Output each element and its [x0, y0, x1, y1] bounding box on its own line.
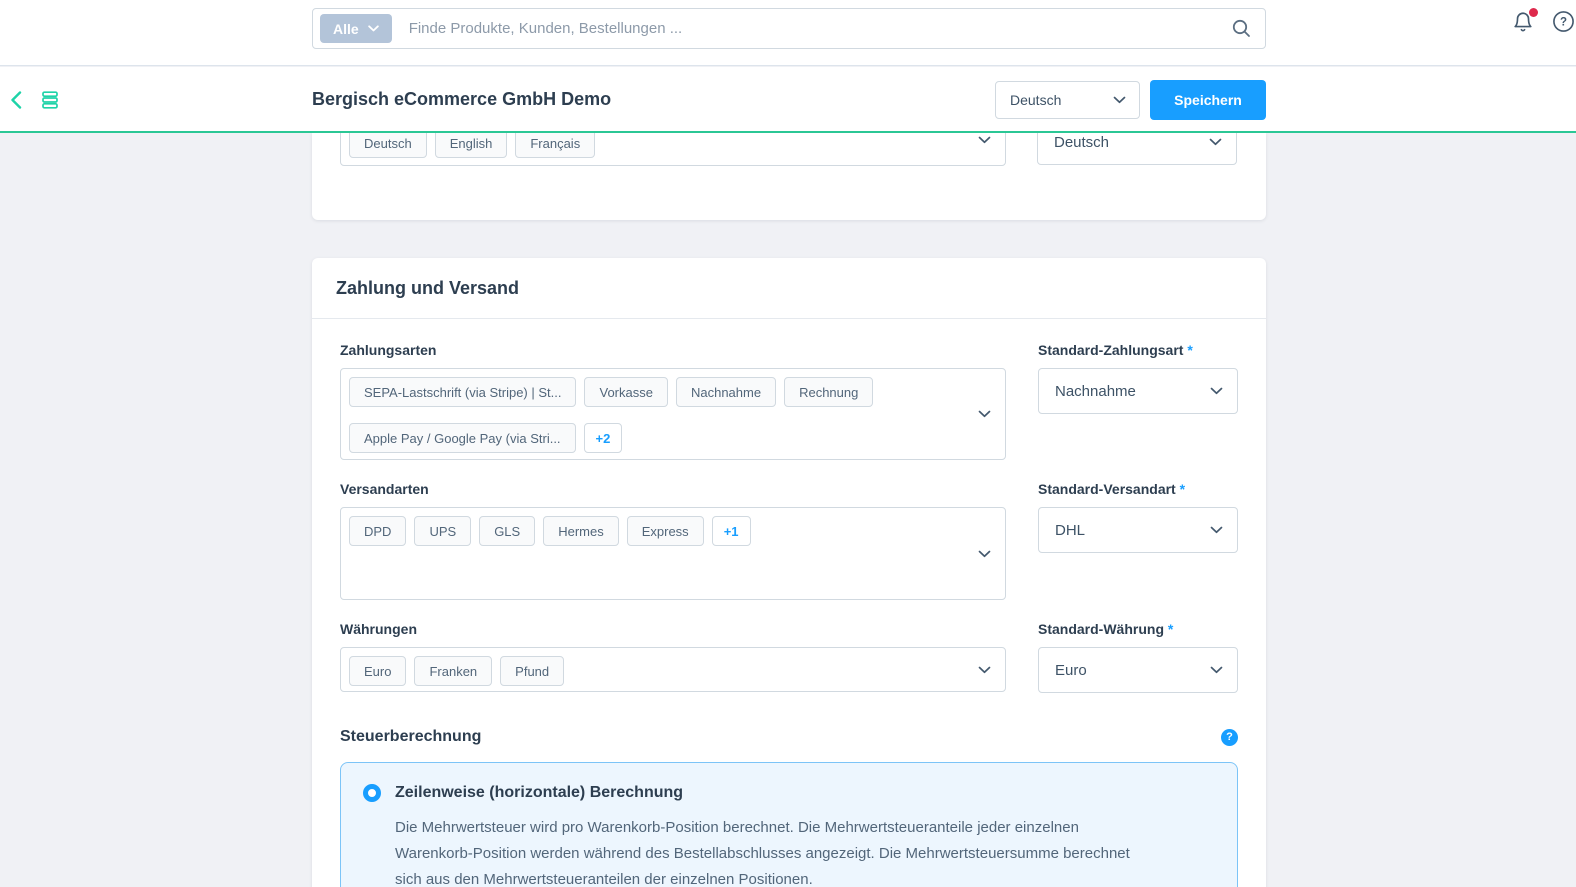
more-tags-chip[interactable]: +1: [711, 516, 751, 546]
help-button[interactable]: ?: [1552, 10, 1575, 33]
default-shipping-select[interactable]: DHL: [1038, 507, 1238, 553]
tax-option-description: Die Mehrwertsteuer wird pro Warenkorb-Po…: [395, 819, 1130, 887]
payment-method-tag[interactable]: Apple Pay / Google Pay (via Stri...: [349, 423, 576, 453]
chevron-down-icon: [1210, 666, 1223, 674]
chevron-down-icon: [978, 136, 991, 144]
notification-badge: [1529, 8, 1538, 17]
default-shipping-value: DHL: [1055, 521, 1086, 539]
search-icon[interactable]: [1231, 18, 1252, 39]
currencies-row: Währungen Euro Franken Pfund Standard-Währ…: [340, 621, 1238, 693]
payment-method-tag[interactable]: Rechnung: [784, 377, 874, 407]
page-title: Bergisch eCommerce GmbH Demo: [312, 89, 612, 109]
shipping-method-tag[interactable]: Express: [626, 516, 704, 546]
chevron-down-icon: [1210, 387, 1223, 395]
currency-tag[interactable]: Pfund: [500, 656, 565, 686]
back-button[interactable]: [10, 91, 22, 109]
field-label: Versandarten: [340, 481, 429, 497]
default-language-select[interactable]: Deutsch: [1037, 133, 1237, 165]
field-label: Währungen: [340, 621, 417, 637]
shipping-method-tag[interactable]: UPS: [414, 516, 472, 546]
search-scope-dropdown[interactable]: Alle: [320, 14, 392, 43]
shipping-method-tag[interactable]: Hermes: [543, 516, 619, 546]
card-header: Zahlung und Versand: [312, 258, 1266, 319]
language-tag[interactable]: Français: [515, 133, 596, 158]
chevron-down-icon: [978, 550, 991, 558]
chevron-down-icon: [1113, 96, 1126, 104]
required-mark: *: [1167, 621, 1174, 637]
payment-method-tag[interactable]: Vorkasse: [584, 377, 668, 407]
card-title: Zahlung und Versand: [336, 277, 520, 298]
radio-selected-icon[interactable]: [363, 784, 381, 802]
shipping-method-tag[interactable]: DPD: [349, 516, 407, 546]
required-mark: *: [1179, 481, 1186, 497]
tax-option-horizontal[interactable]: Zeilenweise (horizontale) Berechnung Die…: [340, 762, 1238, 887]
currency-tag[interactable]: Euro: [349, 656, 407, 686]
chevron-down-icon: [1210, 526, 1223, 534]
search-scope-label: Alle: [333, 20, 359, 37]
default-currency-select[interactable]: Euro: [1038, 647, 1238, 693]
languages-multiselect[interactable]: Deutsch English Français: [340, 133, 1006, 166]
default-payment-select[interactable]: Nachnahme: [1038, 368, 1238, 414]
top-search-bar: Alle Finde Produkte, Kunden, Bestellunge…: [0, 0, 1576, 66]
content-area: Deutsch English Français Deutsch Zahlung…: [0, 133, 1576, 887]
notifications-button[interactable]: [1512, 8, 1538, 34]
global-search[interactable]: Alle Finde Produkte, Kunden, Bestellunge…: [312, 8, 1266, 49]
sales-channel-stack-icon[interactable]: [40, 90, 60, 110]
chevron-left-icon: [11, 91, 22, 109]
bell-icon: [1514, 12, 1532, 32]
payment-methods-multiselect[interactable]: SEPA-Lastschrift (via Stripe) | St... Vor…: [340, 368, 1006, 460]
content-language-select[interactable]: Deutsch: [995, 81, 1140, 119]
currencies-multiselect[interactable]: Euro Franken Pfund: [340, 647, 1006, 692]
question-circle-icon: ?: [1553, 11, 1574, 32]
payment-method-tag[interactable]: SEPA-Lastschrift (via Stripe) | St...: [349, 377, 577, 407]
default-payment-value: Nachnahme: [1055, 382, 1136, 400]
language-tag[interactable]: English: [434, 133, 508, 158]
shipping-method-tag[interactable]: GLS: [479, 516, 536, 546]
currency-tag[interactable]: Franken: [414, 656, 493, 686]
tax-option-title: Zeilenweise (horizontale) Berechnung: [395, 784, 684, 801]
svg-text:?: ?: [1560, 17, 1567, 29]
default-language-value: Deutsch: [1054, 134, 1110, 151]
chevron-down-icon: [978, 410, 991, 418]
field-label: Standard-Währung *: [1038, 621, 1174, 637]
languages-card-partial: Deutsch English Français Deutsch: [312, 133, 1266, 220]
tax-help-icon[interactable]: ?: [1221, 728, 1238, 746]
shipping-methods-row: Versandarten DPD UPS GLS Hermes Express +1 St…: [340, 481, 1238, 600]
content-language-value: Deutsch: [1010, 92, 1062, 108]
smart-bar: Bergisch eCommerce GmbH Demo Deutsch Spe…: [0, 67, 1576, 133]
server-stack-icon: [42, 91, 58, 109]
field-label: Standard-Zahlungsart *: [1038, 342, 1193, 358]
payment-method-tag[interactable]: Nachnahme: [675, 377, 777, 407]
shipping-methods-multiselect[interactable]: DPD UPS GLS Hermes Express +1: [340, 507, 1006, 600]
tax-section-title: Steuerberechnung: [340, 728, 482, 745]
payment-shipping-card: Zahlung und Versand Zahlungsarten SEPA-L…: [312, 258, 1266, 887]
save-button[interactable]: Speichern: [1150, 80, 1266, 120]
required-mark: *: [1187, 342, 1193, 358]
chevron-down-icon: [978, 666, 991, 674]
default-currency-value: Euro: [1055, 661, 1087, 679]
more-tags-chip[interactable]: +2: [583, 423, 623, 453]
chevron-down-icon: [1209, 138, 1222, 146]
search-placeholder: Finde Produkte, Kunden, Bestellungen ...: [408, 20, 683, 37]
field-label: Standard-Versandart *: [1038, 481, 1186, 497]
tax-section-heading: Steuerberechnung ?: [340, 728, 1238, 746]
field-label: Zahlungsarten: [340, 342, 437, 358]
payment-methods-row: Zahlungsarten SEPA-Lastschrift (via Stri…: [340, 342, 1238, 460]
chevron-down-icon: [367, 25, 379, 32]
language-tag[interactable]: Deutsch: [349, 133, 427, 158]
